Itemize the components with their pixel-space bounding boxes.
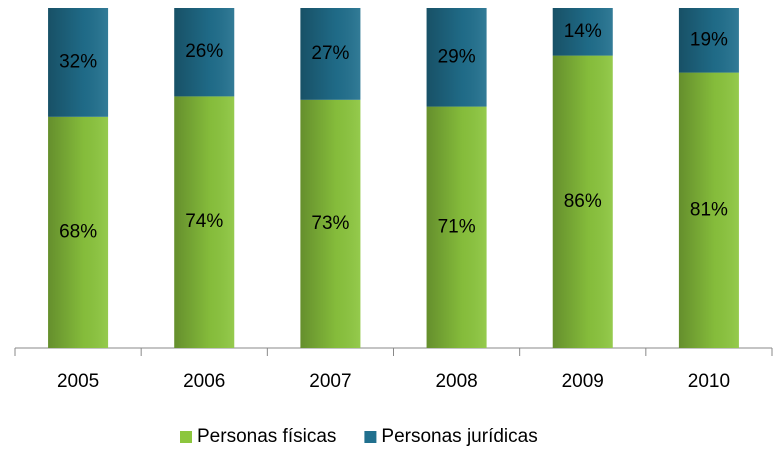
x-tick-label: 2009 bbox=[562, 371, 604, 392]
data-label: 86% bbox=[564, 191, 602, 212]
data-label: 81% bbox=[690, 199, 728, 220]
x-tick-label: 2010 bbox=[688, 371, 730, 392]
data-label: 26% bbox=[185, 41, 223, 62]
data-label: 71% bbox=[438, 216, 476, 237]
data-label: 19% bbox=[690, 29, 728, 50]
bar-shade bbox=[300, 8, 361, 100]
legend-swatch bbox=[364, 431, 377, 443]
data-label: 68% bbox=[59, 221, 97, 242]
data-label: 27% bbox=[311, 43, 349, 64]
bar-shade bbox=[552, 55, 613, 348]
bar-shade bbox=[426, 106, 487, 348]
bar-shade bbox=[48, 116, 109, 348]
bar-shade bbox=[300, 99, 361, 348]
bar-shade bbox=[678, 8, 739, 73]
data-label: 32% bbox=[59, 51, 97, 72]
x-tick-label: 2006 bbox=[183, 371, 225, 392]
x-tick-label: 2007 bbox=[309, 371, 351, 392]
data-label: 74% bbox=[185, 211, 223, 232]
legend-swatch bbox=[180, 431, 192, 443]
bar-shade bbox=[678, 72, 739, 348]
bar-shade bbox=[174, 96, 235, 349]
bar-shade bbox=[552, 8, 613, 56]
bar-shade bbox=[426, 8, 487, 107]
x-tick-label: 2008 bbox=[435, 371, 477, 392]
data-label: 73% bbox=[311, 213, 349, 234]
legend-label: Personas jurídicas bbox=[381, 426, 537, 447]
data-label: 14% bbox=[564, 21, 602, 42]
bar-shade bbox=[48, 8, 109, 117]
bar-shade bbox=[174, 8, 235, 97]
x-tick-label: 2005 bbox=[57, 371, 99, 392]
data-label: 29% bbox=[438, 46, 476, 67]
legend-label: Personas físicas bbox=[197, 426, 336, 447]
